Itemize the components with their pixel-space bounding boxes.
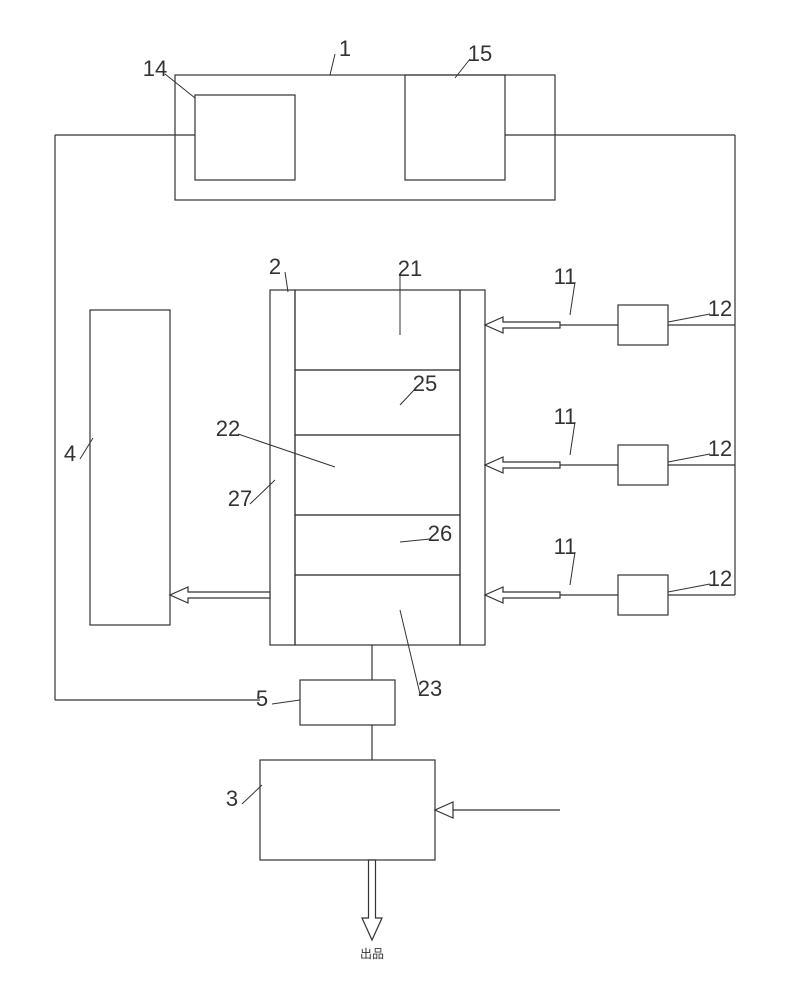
label-14: 14 bbox=[143, 56, 167, 81]
label-12c: 12 bbox=[708, 566, 732, 591]
leader-line bbox=[238, 434, 335, 467]
label-5: 5 bbox=[256, 686, 268, 711]
box-left_pillar bbox=[270, 290, 295, 645]
label-11c: 11 bbox=[554, 534, 577, 559]
leader-line bbox=[400, 539, 430, 542]
label-3: 3 bbox=[226, 786, 238, 811]
box-b12b bbox=[618, 445, 668, 485]
arrow bbox=[485, 317, 560, 333]
arrow bbox=[485, 457, 560, 473]
leader-line bbox=[668, 454, 710, 462]
box-b12a bbox=[618, 305, 668, 345]
box-b1 bbox=[175, 75, 555, 200]
box-b15 bbox=[405, 75, 505, 180]
leader-line bbox=[242, 785, 262, 804]
box-b22 bbox=[295, 435, 460, 515]
label-2: 2 bbox=[269, 254, 281, 279]
output-label: 出品 bbox=[360, 947, 384, 961]
label-12b: 12 bbox=[708, 436, 732, 461]
label-25: 25 bbox=[413, 371, 437, 396]
leader-line bbox=[272, 700, 300, 704]
box-b21 bbox=[295, 290, 460, 370]
leader-line bbox=[330, 54, 335, 75]
box-right_pillar bbox=[460, 290, 485, 645]
box-b5 bbox=[300, 680, 395, 725]
leader-line bbox=[668, 584, 710, 592]
leader-line bbox=[165, 74, 195, 98]
arrow bbox=[170, 587, 270, 603]
label-11b: 11 bbox=[554, 404, 577, 429]
label-4: 4 bbox=[64, 441, 76, 466]
leader-line bbox=[80, 438, 93, 459]
label-11: 11 bbox=[554, 264, 577, 289]
label-22: 22 bbox=[216, 416, 240, 441]
box-b4 bbox=[90, 310, 170, 625]
leader-line bbox=[285, 272, 288, 292]
box-b14 bbox=[195, 95, 295, 180]
label-15: 15 bbox=[468, 41, 492, 66]
arrow bbox=[362, 860, 382, 940]
label-27: 27 bbox=[228, 486, 252, 511]
box-b23 bbox=[295, 575, 460, 645]
label-1: 1 bbox=[339, 36, 351, 61]
arrow bbox=[485, 587, 560, 603]
leader-line bbox=[250, 480, 275, 504]
arrow-head bbox=[435, 802, 453, 818]
label-23: 23 bbox=[418, 676, 442, 701]
box-b12c bbox=[618, 575, 668, 615]
label-26: 26 bbox=[428, 521, 452, 546]
label-12: 12 bbox=[708, 296, 732, 321]
leader-line bbox=[668, 314, 710, 322]
label-21: 21 bbox=[398, 256, 422, 281]
box-b3 bbox=[260, 760, 435, 860]
